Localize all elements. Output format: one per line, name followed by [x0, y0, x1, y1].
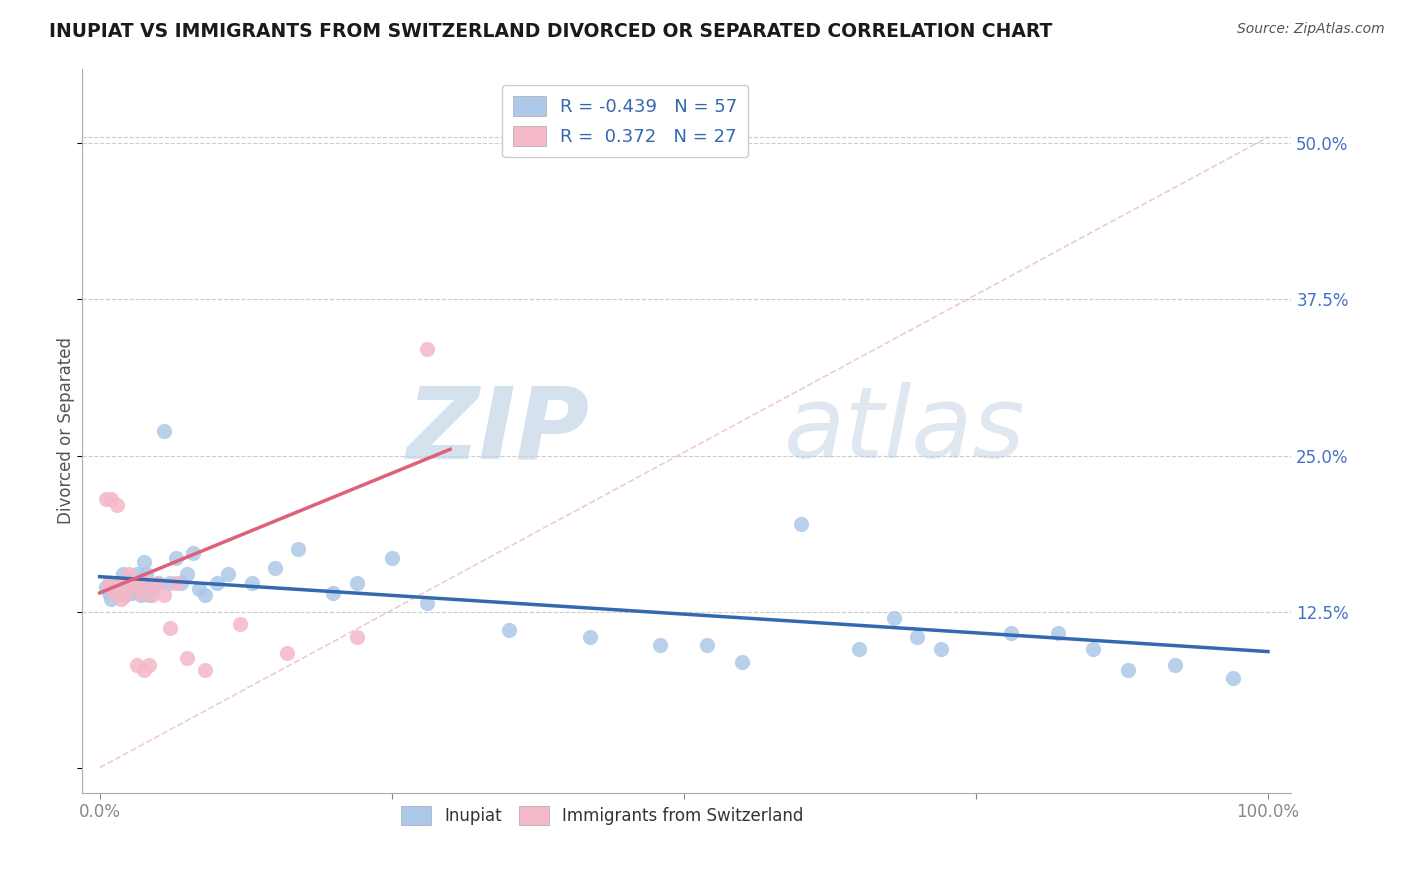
Point [112, 575, 135, 590]
Point [579, 630, 602, 644]
Point [789, 517, 811, 532]
Point [118, 582, 141, 596]
Point [125, 567, 148, 582]
Point [381, 550, 404, 565]
Point [129, 586, 152, 600]
Point [346, 630, 368, 644]
Point [1046, 625, 1069, 640]
Text: ZIP: ZIP [406, 382, 591, 479]
Point [135, 567, 157, 582]
Point [883, 611, 905, 625]
Point [322, 586, 344, 600]
Point [121, 586, 143, 600]
Point [138, 588, 160, 602]
Point [100, 592, 122, 607]
Point [240, 575, 263, 590]
Point [98, 586, 121, 600]
Point [121, 575, 143, 590]
Point [141, 588, 163, 602]
Point [159, 621, 181, 635]
Point [731, 655, 754, 669]
Point [105, 575, 128, 590]
Point [181, 546, 204, 560]
Point [153, 588, 176, 602]
Point [124, 575, 146, 590]
Point [205, 575, 228, 590]
Point [188, 582, 211, 596]
Y-axis label: Divorced or Separated: Divorced or Separated [58, 337, 75, 524]
Point [100, 492, 122, 507]
Point [105, 588, 128, 602]
Point [138, 658, 160, 673]
Text: INUPIAT VS IMMIGRANTS FROM SWITZERLAND DIVORCED OR SEPARATED CORRELATION CHART: INUPIAT VS IMMIGRANTS FROM SWITZERLAND D… [49, 22, 1053, 41]
Point [110, 592, 132, 607]
Point [118, 574, 141, 588]
Point [1116, 663, 1139, 677]
Point [94, 492, 117, 507]
Point [176, 567, 198, 582]
Point [103, 586, 125, 600]
Point [176, 650, 198, 665]
Point [194, 663, 217, 677]
Point [276, 646, 298, 660]
Text: Source: ZipAtlas.com: Source: ZipAtlas.com [1237, 22, 1385, 37]
Point [141, 580, 163, 594]
Point [346, 575, 368, 590]
Point [1163, 658, 1185, 673]
Point [229, 617, 252, 632]
Point [105, 499, 128, 513]
Point [498, 624, 520, 638]
Point [114, 588, 136, 602]
Point [129, 575, 152, 590]
Point [165, 575, 187, 590]
Point [146, 575, 169, 590]
Point [159, 575, 181, 590]
Point [1000, 625, 1022, 640]
Point [848, 642, 870, 657]
Point [112, 567, 135, 582]
Point [135, 582, 157, 596]
Point [125, 658, 148, 673]
Point [696, 638, 718, 652]
Legend: Inupiat, Immigrants from Switzerland: Inupiat, Immigrants from Switzerland [391, 796, 813, 835]
Point [929, 642, 952, 657]
Point [194, 588, 217, 602]
Point [112, 575, 135, 590]
Point [416, 596, 439, 610]
Point [153, 424, 176, 438]
Point [110, 583, 132, 598]
Point [132, 555, 155, 569]
Point [114, 588, 136, 602]
Point [264, 561, 287, 575]
Point [907, 630, 929, 644]
Point [287, 542, 309, 557]
Point [124, 583, 146, 598]
Point [416, 343, 439, 357]
Point [146, 575, 169, 590]
Point [118, 567, 141, 582]
Text: atlas: atlas [783, 382, 1025, 479]
Point [170, 575, 193, 590]
Point [135, 575, 157, 590]
Point [124, 575, 146, 590]
Point [650, 638, 672, 652]
Point [1222, 671, 1244, 685]
Point [103, 580, 125, 594]
Point [94, 580, 117, 594]
Point [165, 550, 187, 565]
Point [129, 588, 152, 602]
Point [217, 567, 239, 582]
Point [132, 663, 155, 677]
Point [1081, 642, 1104, 657]
Point [98, 575, 121, 590]
